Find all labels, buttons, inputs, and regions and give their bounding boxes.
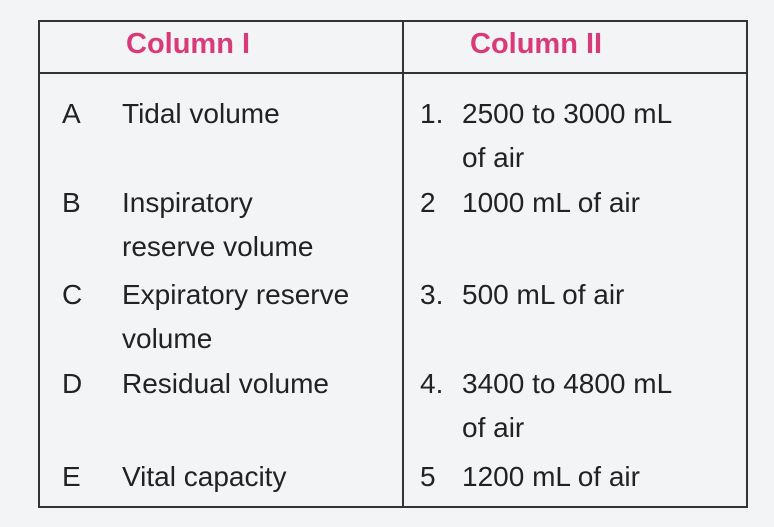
row-term: Inspiratory reserve volume (122, 187, 314, 262)
row-term: Tidal volume (122, 98, 280, 129)
row-term: Vital capacity (122, 461, 287, 492)
row-letter: A (62, 98, 81, 129)
row-letter: C (62, 279, 83, 310)
row-number: 4. (420, 368, 444, 399)
row-number: 5 (420, 461, 436, 492)
row-term: Residual volume (122, 368, 329, 399)
row-text: 3400 to 4800 mL of air (462, 368, 672, 443)
row-text: 1000 mL of air (462, 187, 640, 218)
row-number: 3. (420, 279, 444, 310)
row-letter: D (62, 368, 83, 399)
column-header: Column II (470, 28, 603, 60)
row-number: 1. (420, 98, 444, 129)
header-rule (38, 72, 748, 74)
row-text: 1200 mL of air (462, 461, 640, 492)
row-number: 2 (420, 187, 436, 218)
column-header: Column I (126, 28, 251, 60)
row-text: 500 mL of air (462, 279, 625, 310)
table-border (38, 20, 748, 508)
column-divider (402, 20, 404, 508)
row-text: 2500 to 3000 mL of air (462, 98, 672, 173)
row-letter: E (62, 461, 81, 492)
row-letter: B (62, 187, 81, 218)
row-term: Expiratory reserve volume (122, 279, 350, 354)
